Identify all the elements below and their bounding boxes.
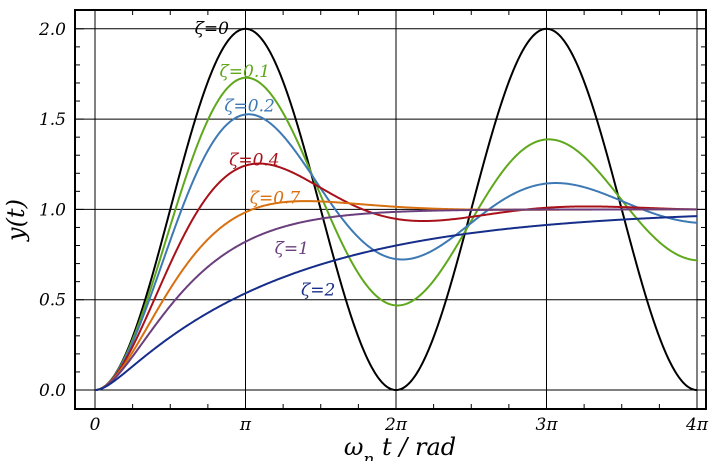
series-label: ζ=0.2 (224, 96, 275, 116)
y-tick-labels: 0.0 0.5 1.0 1.5 2.0 (38, 20, 66, 401)
x-axis-title-omega: ω (344, 433, 364, 461)
y-tick-label: 0.5 (39, 291, 66, 311)
x-axis-title-subscript: n (363, 450, 374, 461)
tick-marks (75, 10, 706, 409)
y-tick-label: 2.0 (38, 20, 66, 40)
series-labels: ζ=0 ζ=0.1 ζ=0.2 ζ=0.4 ζ=0.7 ζ=1 ζ=2 (195, 19, 336, 301)
series-line (94, 208, 697, 391)
series-line (94, 215, 698, 391)
series-label: ζ=0 (195, 19, 229, 39)
series-lines (94, 27, 698, 392)
y-tick-label: 1.5 (39, 110, 66, 130)
x-tick-label: π (239, 415, 252, 435)
series-line (94, 162, 697, 391)
series-line (94, 76, 698, 391)
series-label: ζ=2 (301, 281, 335, 301)
series-label: ζ=0.4 (229, 151, 280, 171)
y-tick-label: 1.0 (39, 200, 66, 220)
x-axis-title-rest: t / rad (374, 433, 456, 461)
x-axis-title: ωn t / rad (344, 433, 456, 461)
series-line (94, 113, 698, 391)
series-label: ζ=0.7 (250, 189, 301, 209)
x-tick-labels: 0 π 2π 3π 4π (90, 415, 709, 435)
x-tick-label: 3π (536, 415, 559, 435)
x-tick-label: 2π (384, 415, 408, 435)
y-tick-label: 0.0 (39, 381, 66, 401)
series-line (94, 27, 698, 392)
series-label: ζ=0.1 (220, 62, 271, 82)
series-label: ζ=1 (275, 239, 309, 259)
x-tick-label: 4π (685, 415, 709, 435)
y-axis-title: y(t) (2, 199, 30, 242)
x-tick-label: 0 (90, 415, 101, 435)
